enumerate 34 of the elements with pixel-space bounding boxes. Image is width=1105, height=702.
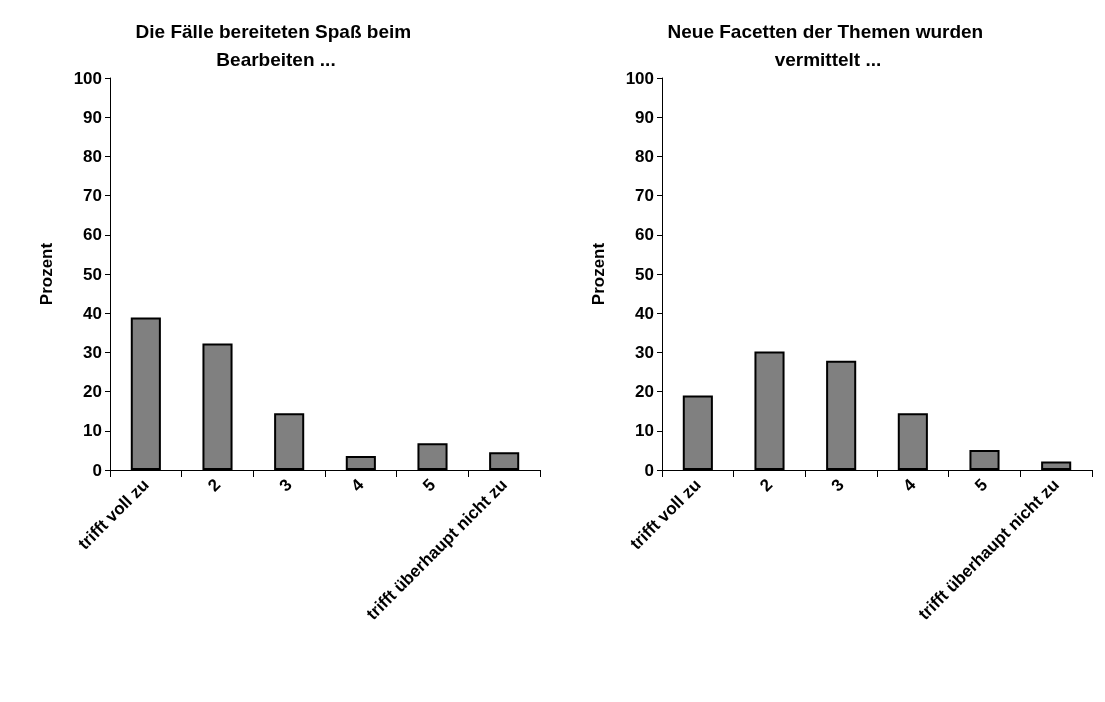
- y-tick-label: 0: [92, 460, 102, 480]
- y-tick-label: 60: [635, 225, 654, 245]
- x-tick-label: 2: [204, 475, 225, 496]
- x-tick-label: 3: [275, 475, 296, 496]
- y-axis-title: Prozent: [37, 242, 56, 306]
- y-tick-label: 50: [83, 264, 102, 284]
- y-tick-label: 80: [635, 146, 654, 166]
- y-tick-label: 30: [635, 342, 654, 362]
- x-tick-label: 5: [419, 475, 440, 496]
- y-tick-label: 10: [635, 421, 654, 441]
- y-tick-label: 0: [644, 460, 654, 480]
- y-tick-label: 70: [635, 186, 654, 206]
- y-tick-label: 90: [635, 107, 654, 127]
- y-tick-label: 20: [83, 382, 102, 402]
- y-tick-label: 20: [635, 382, 654, 402]
- x-tick-label: 2: [756, 475, 777, 496]
- x-tick-label: 3: [827, 475, 848, 496]
- y-tick-label: 90: [83, 107, 102, 127]
- chart-title: Neue Facetten der Themen wurden vermittelt ...: [667, 20, 989, 70]
- y-tick-label: 40: [83, 303, 102, 323]
- y-tick-label: 50: [635, 264, 654, 284]
- chart-title: Die Fälle bereiteten Spaß beim Bearbeiten ...: [135, 20, 417, 70]
- y-axis-title: Prozent: [589, 242, 608, 306]
- y-tick-label: 60: [83, 225, 102, 245]
- x-tick-label: 5: [971, 475, 992, 496]
- y-tick-label: 30: [83, 342, 102, 362]
- y-tick-label: 100: [73, 68, 102, 88]
- y-tick-label: 40: [635, 303, 654, 323]
- x-tick-label: 4: [347, 474, 368, 496]
- y-tick-label: 80: [83, 146, 102, 166]
- y-tick-label: 100: [625, 68, 654, 88]
- y-tick-label: 10: [83, 421, 102, 441]
- y-tick-label: 70: [83, 186, 102, 206]
- x-tick-label: 4: [899, 474, 920, 496]
